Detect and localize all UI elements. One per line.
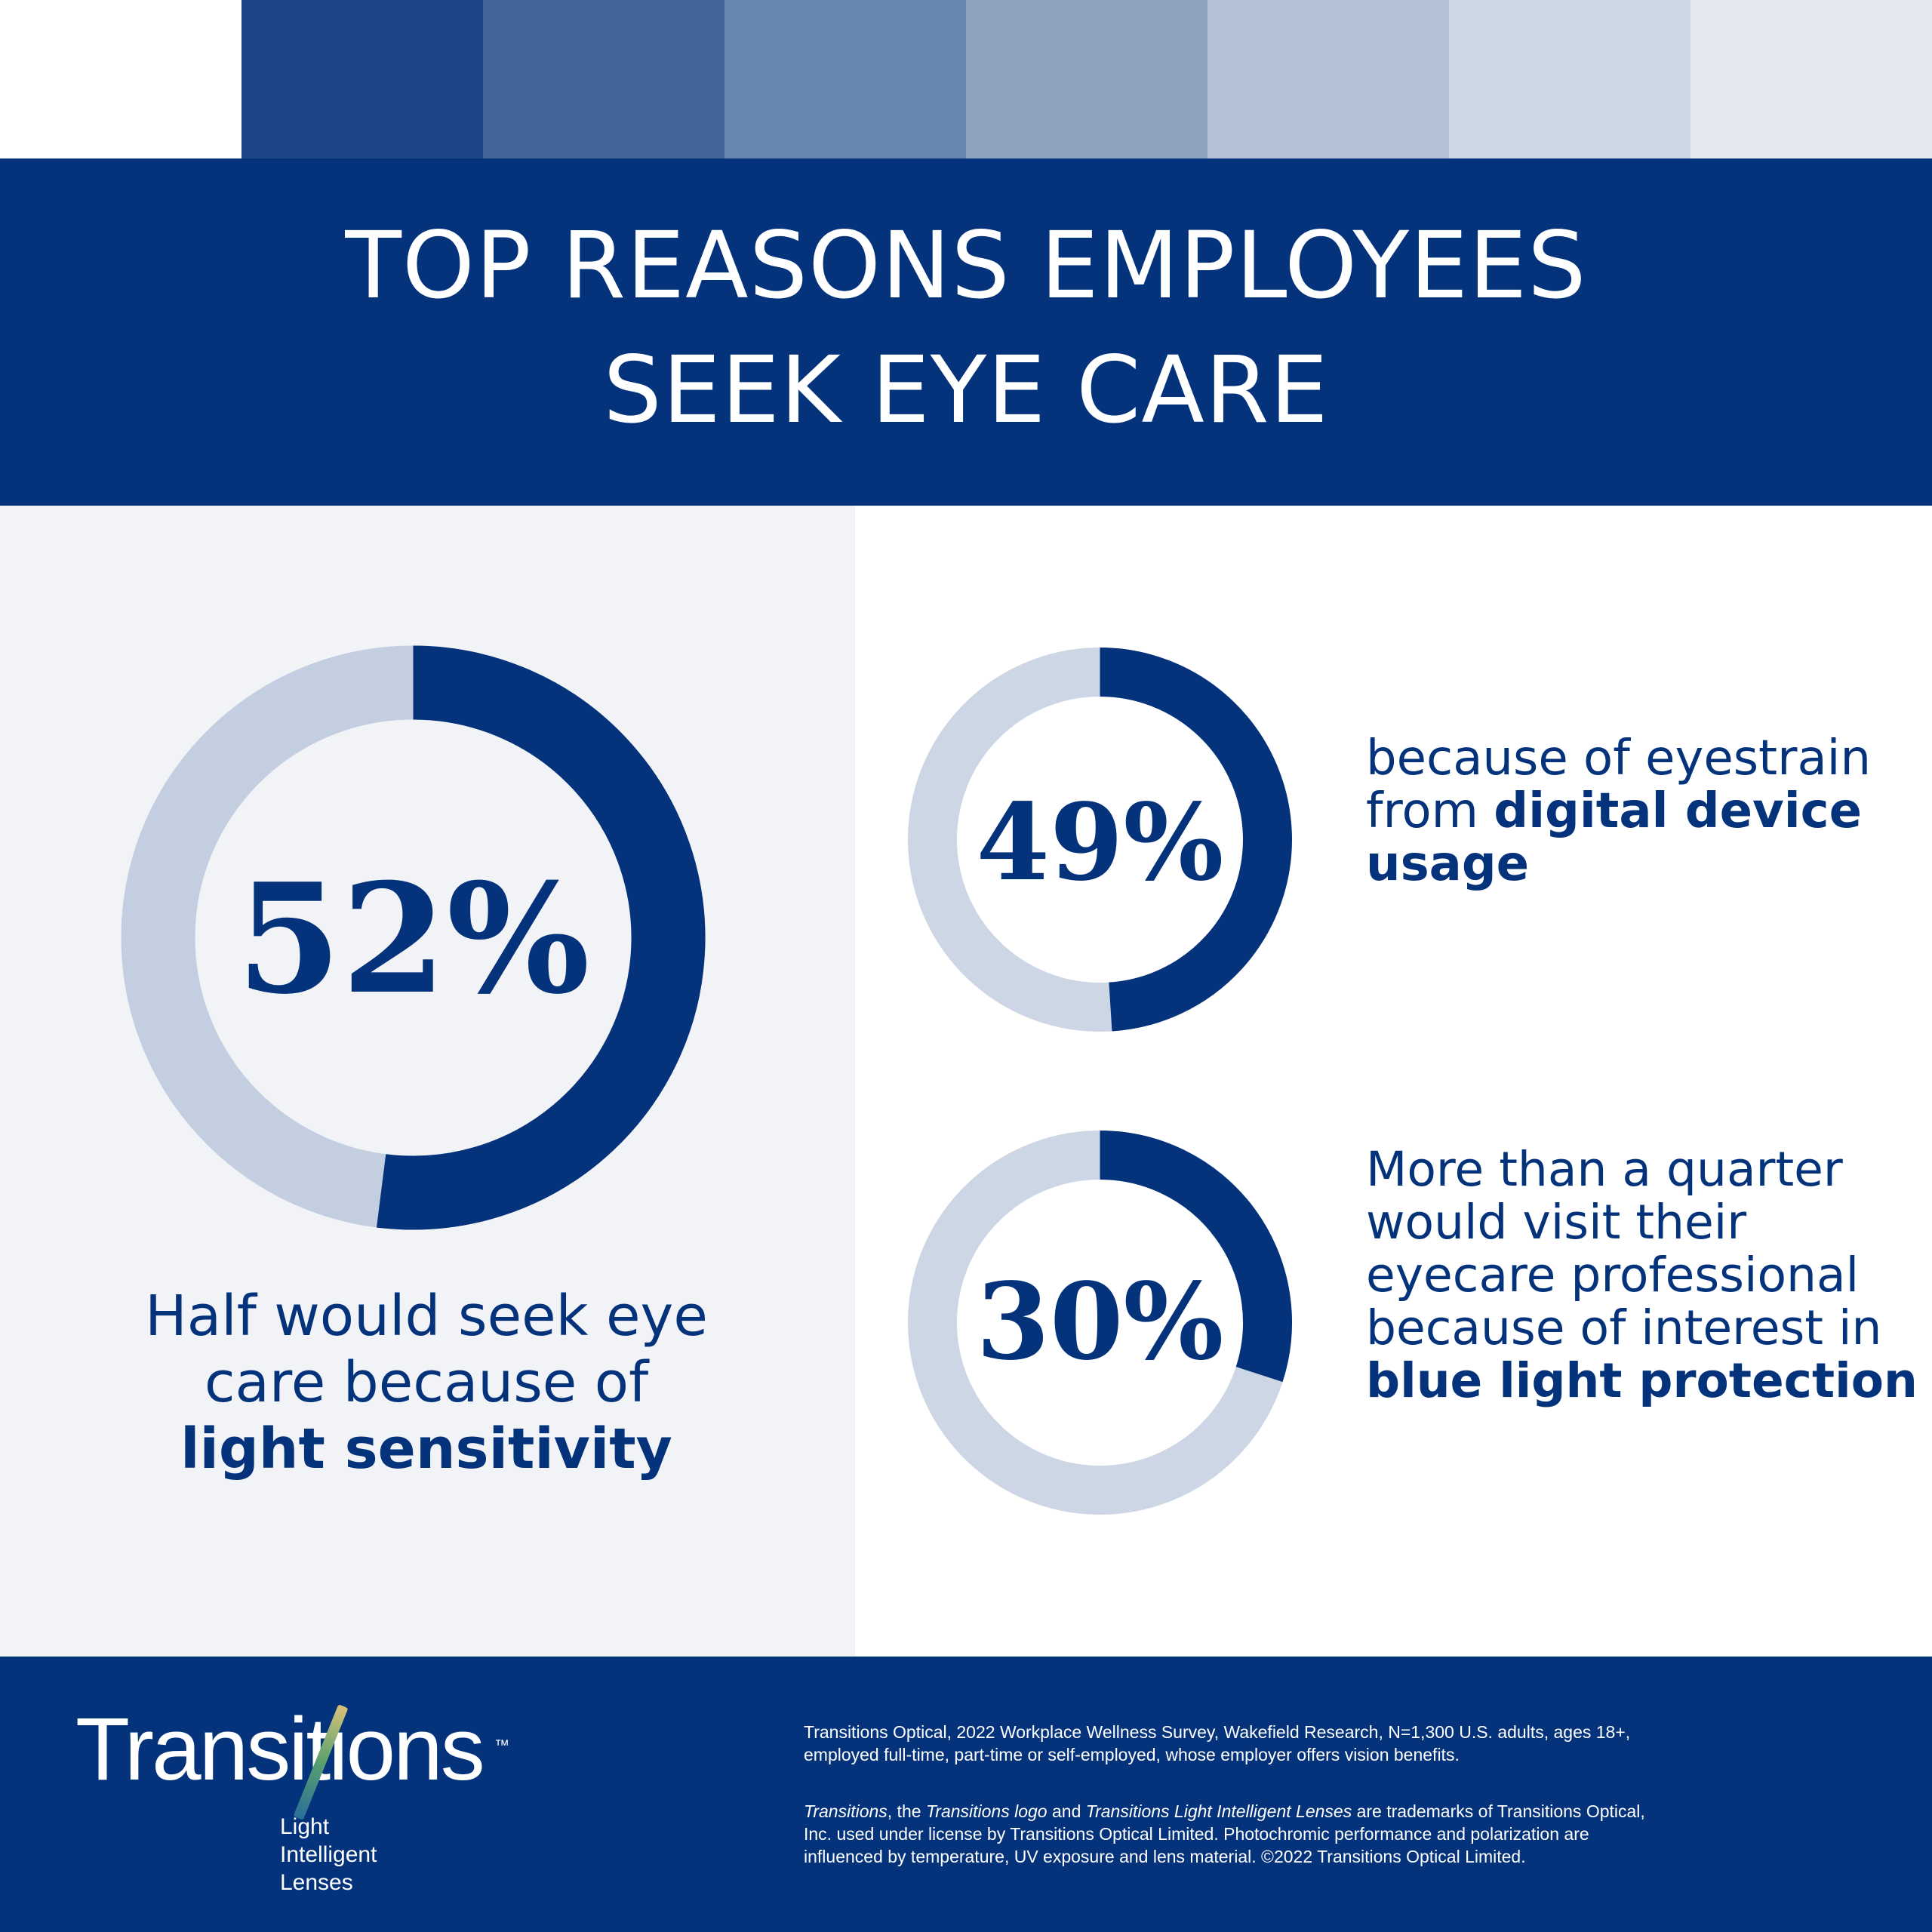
tagline-line: Light bbox=[280, 1814, 330, 1839]
caption-line: Half would seek eye bbox=[145, 1284, 708, 1349]
title-banner bbox=[0, 158, 1932, 506]
caption-line: from bbox=[1366, 783, 1494, 839]
legal-line: Transitions, the Transitions logo and Tr… bbox=[804, 1800, 1645, 1823]
donut-chart-49 bbox=[908, 648, 1292, 1032]
legal-italic: Transitions logo bbox=[925, 1801, 1048, 1821]
logo-wordmark: Transitions bbox=[75, 1700, 485, 1799]
strip-block bbox=[483, 0, 724, 158]
donut-value-arc bbox=[1099, 1131, 1292, 1383]
strip-block bbox=[242, 0, 483, 158]
donut-chart-52 bbox=[121, 645, 706, 1230]
caption-bold: blue light protection bbox=[1366, 1353, 1918, 1408]
page-title: TOP REASONS EMPLOYEES SEEK EYE CARE bbox=[0, 204, 1932, 453]
strip-block bbox=[1449, 0, 1690, 158]
strip-block bbox=[1208, 0, 1449, 158]
strip-block bbox=[966, 0, 1208, 158]
caption-line: because of eyestrain bbox=[1366, 731, 1871, 786]
legal-italic: Transitions Light Intelligent Lenses bbox=[1085, 1801, 1352, 1821]
donut-value-label: 52% bbox=[236, 851, 590, 1028]
legal-line: Inc. used under license by Transitions O… bbox=[804, 1824, 1589, 1844]
logo-tagline: Light Intelligent Lenses bbox=[280, 1813, 377, 1897]
strip-block bbox=[724, 0, 966, 158]
caption-bold: digital device bbox=[1494, 783, 1862, 839]
caption-bold: usage bbox=[1366, 836, 1530, 892]
title-line-1: TOP REASONS EMPLOYEES bbox=[345, 212, 1587, 319]
source-line: employed full-time, part-time or self-em… bbox=[804, 1745, 1460, 1764]
strip-block bbox=[1690, 0, 1932, 158]
donut-caption-49: because of eyestrain from digital device… bbox=[1366, 732, 1871, 891]
trademark-symbol: ™ bbox=[494, 1737, 509, 1754]
caption-line: eyecare professional bbox=[1366, 1247, 1860, 1303]
legal-line: influenced by temperature, UV exposure a… bbox=[804, 1847, 1526, 1866]
donut-value-label: 49% bbox=[976, 781, 1224, 905]
donut-value-arc bbox=[377, 645, 706, 1230]
donut-value-label: 30% bbox=[976, 1260, 1224, 1384]
caption-line: More than a quarter bbox=[1366, 1142, 1843, 1197]
tagline-line: Intelligent bbox=[280, 1842, 377, 1867]
donut-caption-30: More than a quarter would visit their ey… bbox=[1366, 1143, 1918, 1407]
legal-text: and bbox=[1047, 1801, 1086, 1821]
donut-value-arc bbox=[1100, 648, 1292, 1032]
caption-line: would visit their bbox=[1366, 1195, 1747, 1250]
donut-caption-52: Half would seek eye care because of ligh… bbox=[75, 1283, 777, 1482]
caption-line: because of interest in bbox=[1366, 1300, 1882, 1355]
source-line: Transitions Optical, 2022 Workplace Well… bbox=[804, 1722, 1631, 1742]
caption-bold: light sensitivity bbox=[180, 1417, 672, 1481]
legal-text: , the bbox=[887, 1801, 926, 1821]
legal-text: are trademarks of Transitions Optical, bbox=[1352, 1801, 1645, 1821]
legal-italic: Transitions bbox=[804, 1801, 888, 1821]
donut-chart-30 bbox=[908, 1131, 1292, 1515]
footer bbox=[0, 1657, 1932, 1932]
title-line-2: SEEK EYE CARE bbox=[603, 337, 1329, 444]
tagline-line: Lenses bbox=[280, 1870, 353, 1895]
caption-line: care because of bbox=[204, 1350, 649, 1415]
